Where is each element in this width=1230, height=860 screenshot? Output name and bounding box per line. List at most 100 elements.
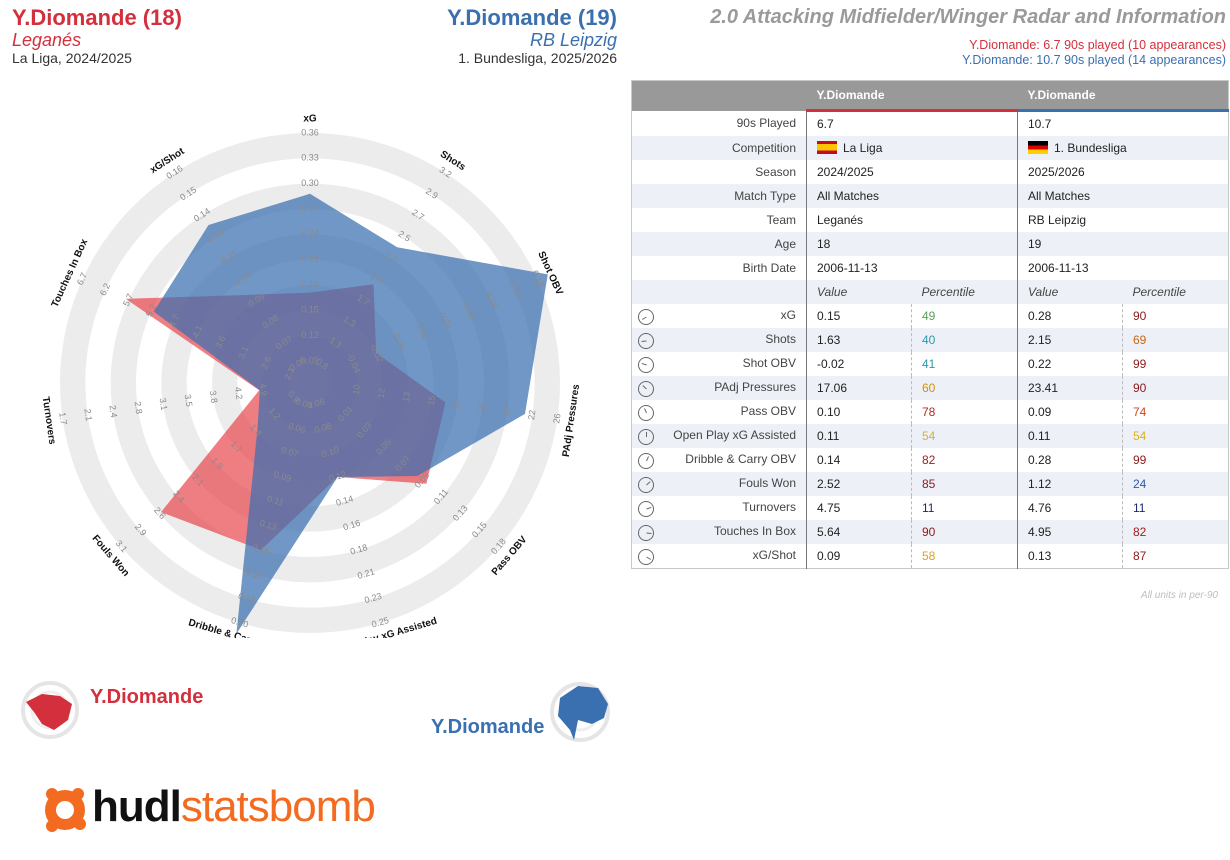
radar-tick-label: 0.06 (287, 421, 307, 436)
metric-label: PAdj Pressures (631, 376, 807, 400)
radar-tick-label: 3.6 (213, 334, 227, 350)
statsbomb-logo-icon (45, 788, 86, 832)
radar-tick-label: 6.2 (98, 282, 112, 298)
info-label: 90s Played (631, 110, 807, 136)
metric-label-text: Pass OBV (740, 403, 796, 418)
radar-tick-label: 0.09 (273, 469, 293, 484)
info-value-text: 10.7 (1028, 117, 1052, 131)
info-value-text: 2024/2025 (817, 165, 874, 179)
radar-tick-label: 0.21 (301, 254, 319, 264)
info-value-player2: 10.7 (1018, 111, 1229, 137)
radar-tick-label: 17 (451, 398, 462, 409)
legend-player2-name: Y.Diomande (431, 716, 545, 738)
radar-tick-label: 0.20 (230, 615, 250, 630)
radar-tick-label: 0.30 (301, 178, 319, 188)
metric-value-player2: 0.28 (1028, 309, 1052, 323)
metric-percentile-player1: 41 (911, 352, 1018, 376)
metric-value-player1: 17.06 (806, 376, 912, 400)
radar-tick-label: 3.5 (183, 394, 195, 408)
percentile-dial-icon (638, 524, 654, 541)
player2-team: RB Leipzig (529, 30, 617, 50)
subheader-blank (631, 280, 807, 304)
radar-tick-label: 0.16 (244, 566, 264, 581)
spain-flag-icon (817, 141, 837, 154)
metric-percentile-player2: 99 (1122, 448, 1229, 472)
subheader-percentile-2: Percentile (1122, 280, 1229, 304)
percentile-dial-icon (638, 356, 654, 373)
radar-tick-label: 0.11 (266, 494, 285, 508)
metric-label-text: Dribble & Carry OBV (685, 451, 796, 466)
metric-value-player2: 23.41 (1017, 376, 1123, 400)
radar-tick-label: 4.9 (258, 383, 270, 397)
player2-name: Y.Diomande (19) (447, 5, 617, 30)
radar-tick-label: 0.09 (301, 355, 319, 365)
statsbomb-logo-text: hudlstatsbomb (92, 782, 376, 832)
info-value-text: 2006-11-13 (817, 261, 878, 275)
metric-percentile-player1: 90 (911, 520, 1018, 544)
radar-chart: 0.09 0.12 0.15 0.18 0.21 0.24 0.27 0.30 0.33 0.36… (40, 114, 580, 638)
metric-value-player1: 0.10 (817, 405, 841, 419)
radar-tick-label: 19 (476, 402, 487, 413)
metric-label: Shots (631, 328, 807, 352)
subheader-row: Value Percentile Value Percentile (631, 280, 1229, 304)
info-label: Birth Date (631, 256, 807, 280)
metric-value-player1: 0.15 (817, 309, 841, 323)
info-row: Match Type All Matches All Matches (631, 184, 1229, 208)
metric-row: Pass OBV 0.10 78 0.09 74 (631, 400, 1229, 424)
metric-label: Pass OBV (631, 400, 807, 424)
metric-value-player1: 2.52 (806, 472, 912, 496)
radar-axis-label: xG (303, 114, 317, 125)
info-value-player1: 2024/2025 (806, 160, 1018, 184)
percentile-dial-icon (638, 476, 654, 493)
subheader-value-2: Value (1017, 280, 1123, 304)
info-value-player2: 2006-11-13 (1018, 256, 1229, 280)
metric-row: Open Play xG Assisted 0.11 54 0.11 54 (631, 424, 1229, 448)
metric-value-player1: -0.02 (817, 357, 845, 371)
radar-tick-label: 0.13 (258, 518, 278, 533)
radar-tick-label: 6.7 (75, 271, 89, 287)
radar-tick-label: 0.36 (301, 127, 319, 137)
metric-value-player1: 1.63 (806, 328, 912, 352)
metric-row: Shots 1.63 40 2.15 69 (631, 328, 1229, 352)
chart-title: 2.0 Attacking Midfielder/Winger Radar an… (710, 6, 1226, 28)
player1-name: Y.Diomande (18) (12, 5, 182, 30)
metric-percentile-player1: 40 (911, 328, 1018, 352)
radar-tick-label: 2.4 (107, 404, 119, 418)
radar-tick-label: 15 (426, 395, 437, 406)
metric-percentile-player2: 90 (1122, 376, 1229, 400)
metric-label: Shot OBV (631, 352, 807, 376)
metric-value-player2: 0.22 (1028, 357, 1052, 371)
radar-tick-label: 2.1 (82, 408, 94, 422)
percentile-dial-icon (638, 308, 654, 325)
radar-tick-label: 13 (401, 391, 412, 402)
radar-tick-label: 0.10 (321, 445, 341, 460)
info-value-text: 2006-11-13 (1028, 261, 1089, 275)
metric-label-text: Touches In Box (713, 523, 796, 538)
radar-axis-label: Turnovers (40, 396, 58, 446)
radar-tick-label: 0.18 (237, 591, 257, 606)
info-value-player1: La Liga (806, 136, 1018, 160)
radar-tick-label: 0.07 (280, 445, 300, 460)
radar-tick-label: 5.7 (121, 292, 135, 308)
logo-text-hudl: hudl (92, 782, 182, 831)
radar-tick-label: 0.04 (294, 396, 314, 411)
radar-tick-label: 0.15 (301, 305, 319, 315)
percentile-dial-icon (638, 500, 654, 517)
metric-label-text: Turnovers (742, 499, 796, 514)
radar-tick-label: 3.1 (158, 397, 170, 411)
percentile-dial-icon (638, 404, 654, 421)
radar-tick-label: 0.25 (370, 615, 390, 630)
info-value-player1: 18 (806, 232, 1018, 256)
subheader-value-1: Value (806, 280, 912, 304)
radar-series-2 (153, 193, 548, 634)
metric-percentile-player2: 90 (1122, 304, 1229, 328)
metric-value-player2: 2.15 (1017, 328, 1123, 352)
info-value-player2: All Matches (1017, 184, 1229, 208)
radar-tick-label: 1.7 (57, 412, 69, 426)
player2-competition: 1. Bundesliga, 2025/2026 (458, 50, 617, 66)
metric-label-text: Shot OBV (742, 355, 796, 370)
radar-tick-label: 10 (351, 384, 362, 395)
info-row: Birth Date 2006-11-13 2006-11-13 (631, 256, 1229, 280)
radar-tick-label: 2.1 (282, 366, 296, 382)
metric-label: xG (631, 304, 807, 328)
